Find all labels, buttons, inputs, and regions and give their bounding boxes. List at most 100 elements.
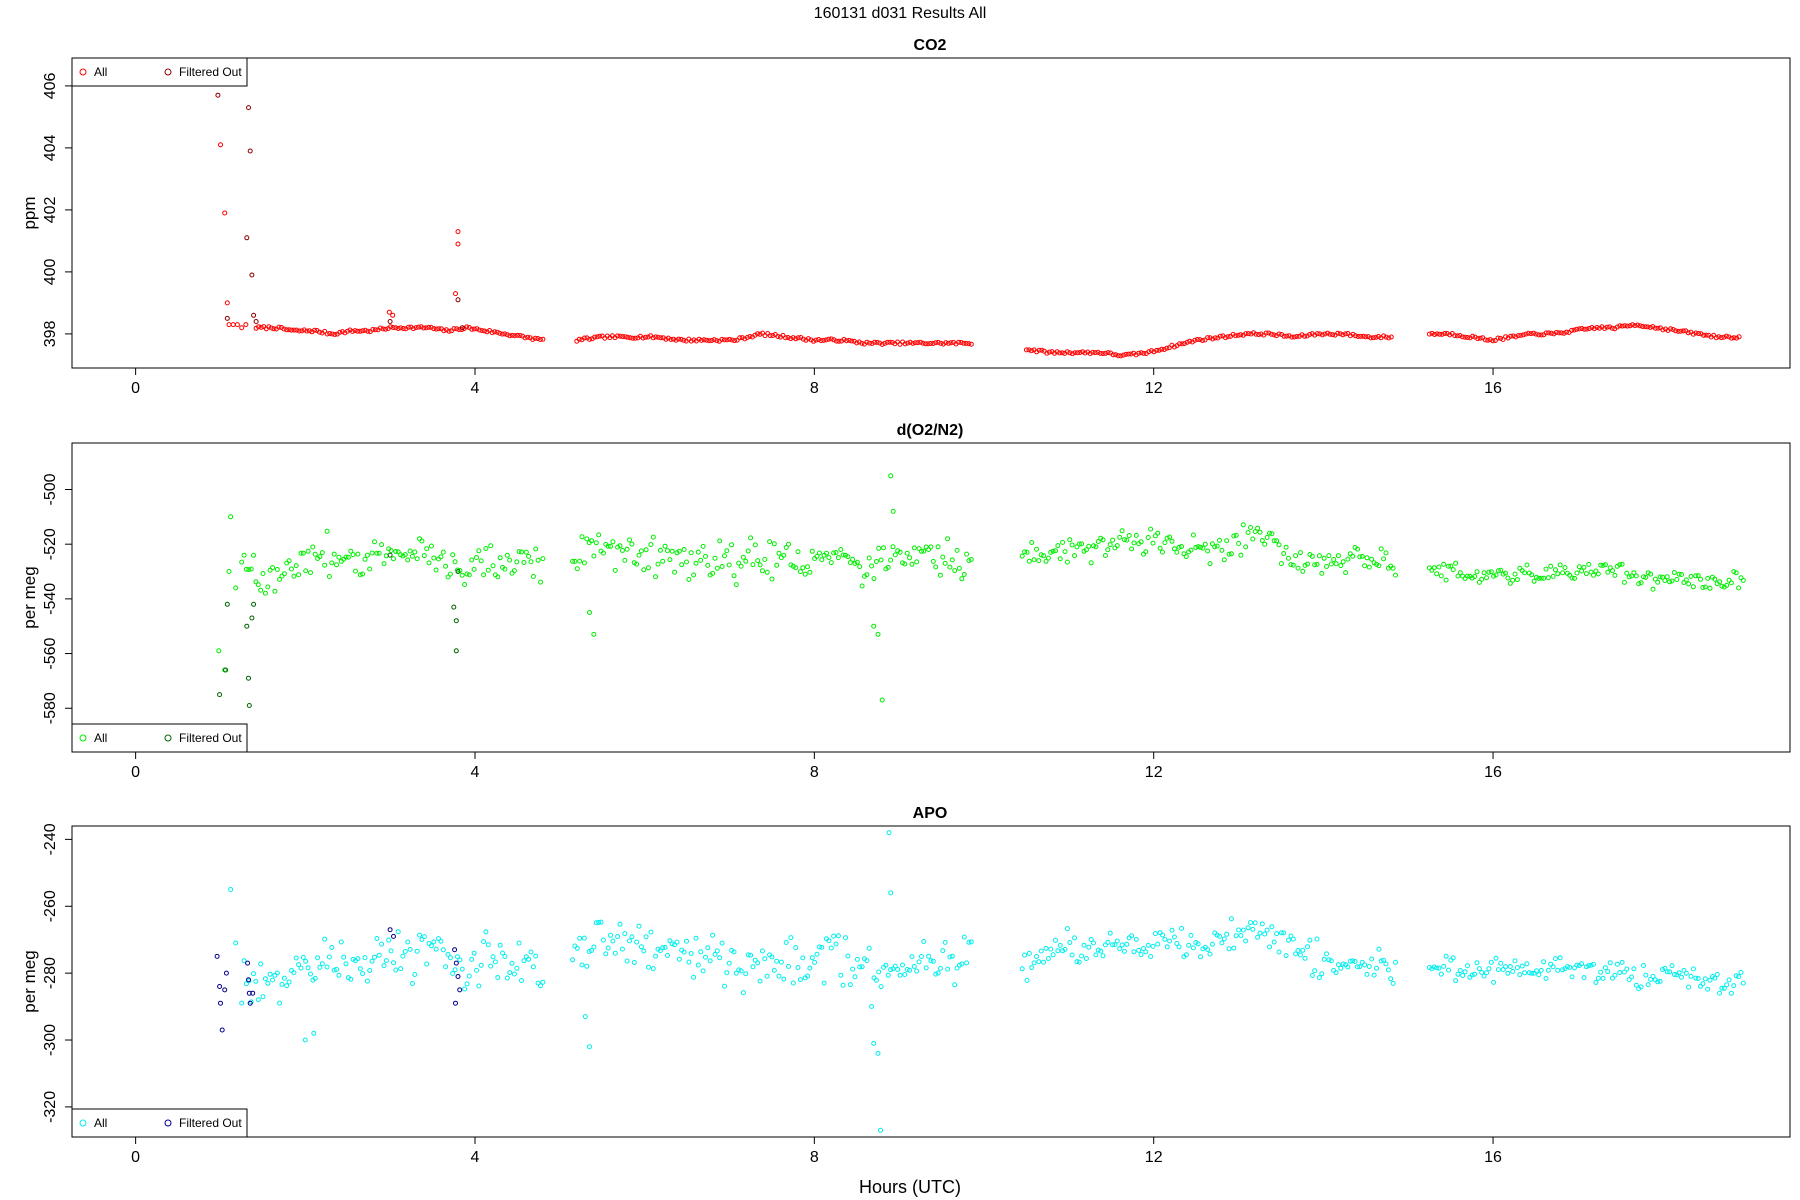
data-point [471, 326, 477, 332]
data-point [1374, 965, 1379, 971]
data-point [1604, 324, 1610, 330]
data-point [1202, 541, 1208, 547]
data-point [1486, 966, 1492, 972]
data-point [1505, 575, 1511, 581]
data-point [512, 333, 518, 339]
data-point [1531, 330, 1536, 336]
data-point [797, 977, 803, 983]
data-point [377, 325, 383, 331]
data-point [1475, 336, 1481, 342]
x-axis: 0 4 8 12 16 [131, 752, 1502, 781]
data-point [935, 970, 941, 976]
data-point [1664, 969, 1670, 975]
data-point [1133, 532, 1139, 538]
data-point [1594, 325, 1600, 330]
data-point [866, 555, 872, 561]
data-point [1314, 331, 1320, 337]
data-point [262, 976, 268, 982]
data-point [582, 1014, 588, 1020]
data-point [1528, 331, 1534, 337]
data-point [1300, 947, 1306, 953]
data-point [776, 550, 782, 556]
y-axis-label: ppm [20, 196, 39, 229]
data-point [1731, 335, 1737, 341]
data-point [1548, 330, 1554, 336]
data-point [1057, 350, 1063, 356]
data-point [757, 978, 763, 984]
data-point [1495, 967, 1501, 973]
data-point [1718, 335, 1724, 341]
data-point [1228, 916, 1234, 922]
data-point [1723, 333, 1729, 339]
data-point [930, 341, 936, 346]
data-point [1738, 969, 1744, 975]
data-point [660, 558, 666, 564]
data-point [1309, 553, 1315, 559]
data-point [1345, 556, 1351, 562]
data-point [281, 975, 287, 981]
series-all [228, 830, 1746, 1133]
data-point [1498, 960, 1504, 966]
data-point [1476, 966, 1482, 972]
data-point [821, 980, 827, 986]
data-point [1555, 967, 1561, 973]
data-point [345, 328, 350, 334]
data-point [1338, 563, 1344, 569]
data-point [645, 334, 651, 340]
data-point [665, 548, 670, 554]
data-point [1321, 956, 1327, 962]
data-point [1524, 562, 1530, 568]
data-point [968, 341, 974, 347]
data-point [928, 341, 934, 346]
data-point [1064, 349, 1070, 355]
data-point [1640, 324, 1646, 329]
data-point [390, 312, 396, 318]
data-point [1207, 561, 1213, 567]
data-point [704, 337, 710, 343]
data-point [1072, 350, 1078, 356]
data-point [1362, 563, 1368, 569]
data-point [1624, 323, 1630, 329]
data-point [1717, 990, 1723, 996]
data-point [678, 336, 684, 342]
data-point [1632, 323, 1638, 329]
data-point [244, 235, 250, 241]
data-point [1222, 335, 1228, 341]
data-point [492, 959, 498, 965]
data-point [928, 544, 934, 550]
data-point [900, 962, 905, 968]
data-point [1316, 975, 1322, 981]
data-point [961, 340, 967, 346]
data-point [538, 579, 543, 585]
data-point [805, 973, 810, 979]
data-point [1597, 325, 1602, 331]
data-point [1262, 541, 1268, 547]
data-point [369, 550, 375, 556]
y-tick-label: -300 [42, 1024, 59, 1056]
data-point [274, 567, 280, 572]
data-point [315, 955, 321, 961]
data-point [409, 553, 415, 559]
data-point [771, 967, 777, 973]
data-point [1210, 336, 1216, 342]
data-point [736, 967, 742, 973]
data-point [360, 328, 366, 334]
data-point [1053, 548, 1058, 554]
data-point [956, 565, 962, 571]
data-point [748, 952, 754, 958]
data-point [357, 572, 363, 578]
data-point [1733, 973, 1739, 979]
data-point [1572, 965, 1577, 971]
data-point [1617, 323, 1623, 329]
data-point [1538, 575, 1544, 581]
data-point [1676, 970, 1682, 976]
data-point [1200, 338, 1205, 343]
data-point [1683, 970, 1689, 976]
data-point [538, 983, 543, 989]
data-point [655, 334, 661, 340]
data-point [888, 557, 894, 563]
data-point [1476, 579, 1482, 585]
data-point [1034, 954, 1039, 959]
